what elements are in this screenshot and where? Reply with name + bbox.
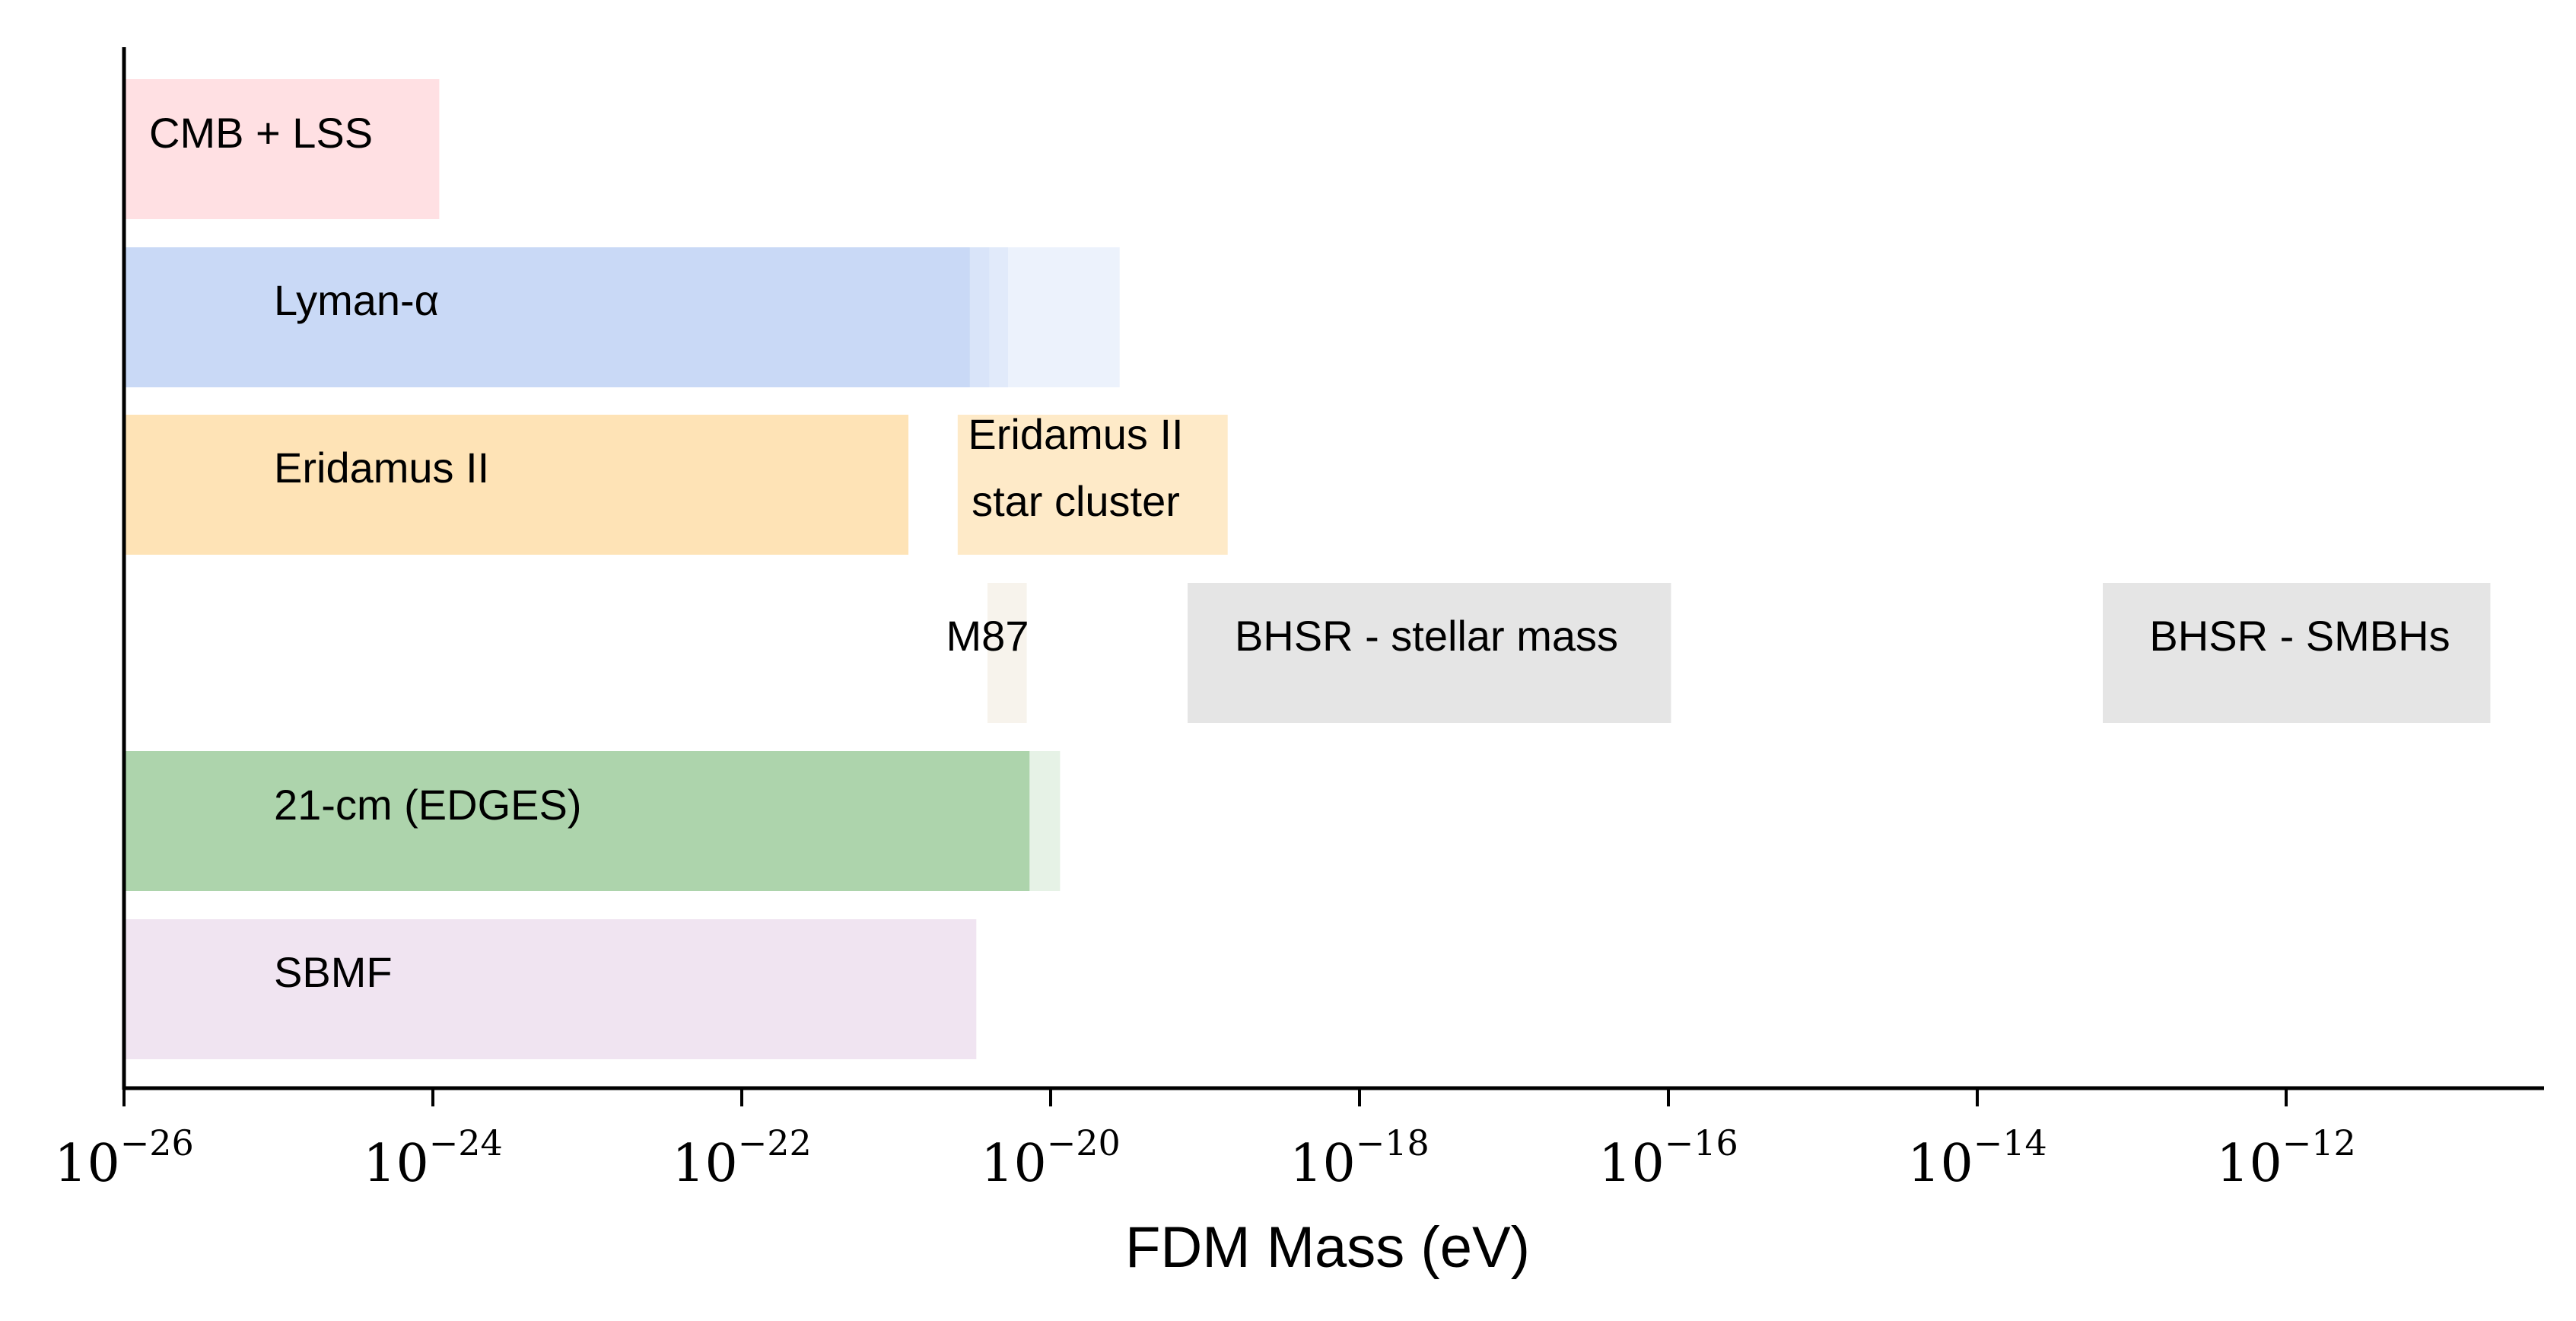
- constraint-bars: [124, 79, 2491, 1059]
- bar-label-sbmf: SBMF: [274, 948, 393, 996]
- bar-label-eridamus-ii: Eridamus II: [274, 444, 489, 492]
- x-axis-ticks: 10−26 10−24 10−22 10−20 10−18 10−16 10−14 10−12: [54, 1088, 2356, 1194]
- x-tick-label-5: 10−18: [1290, 1122, 1430, 1194]
- bar-label-cmb-lss: CMB + LSS: [149, 109, 373, 157]
- bar-bhsr-smbhs-segment-1: [2103, 583, 2491, 723]
- bar-21-cm-edges-segment-1: [124, 751, 1030, 891]
- bar-sbmf-segment-1: [124, 919, 977, 1059]
- x-tick-label-6: 10−16: [1598, 1122, 1738, 1194]
- x-tick-label-1: 10−26: [54, 1122, 194, 1194]
- bar-label-21-cm-edges: 21-cm (EDGES): [274, 781, 582, 829]
- bar-21-cm-edges-segment-2: [1029, 751, 1061, 891]
- bar-label-m87: M87: [946, 612, 1029, 660]
- x-tick-label-4: 10−20: [981, 1122, 1121, 1194]
- bar-lyman-segment-2: [969, 247, 990, 387]
- x-tick-label-7: 10−14: [1907, 1122, 2047, 1194]
- bar-eridamus-ii-star-cluster-segment-1: [957, 415, 1228, 555]
- bar-bhsr-stellar-mass-segment-1: [1188, 583, 1671, 723]
- x-tick-label-2: 10−24: [363, 1122, 503, 1194]
- axes: [122, 47, 2544, 1090]
- x-tick-label-3: 10−22: [672, 1122, 812, 1194]
- bar-label-bhsr-stellar-mass: BHSR - stellar mass: [1235, 612, 1618, 660]
- bar-label-bhsr-smbhs: BHSR - SMBHs: [2149, 612, 2450, 660]
- bar-lyman-segment-4: [1008, 247, 1120, 387]
- bar-m87-segment-1: [987, 583, 1027, 723]
- bar-lyman-segment-1: [124, 247, 970, 387]
- x-axis-title: FDM Mass (eV): [1125, 1215, 1530, 1280]
- constraint-labels: CMB + LSS Lyman-α Eridamus II Eridamus II st…: [149, 109, 2450, 996]
- bar-cmb-lss-segment-1: [124, 79, 440, 219]
- bar-label-lyman: Lyman-α: [274, 276, 439, 324]
- bar-lyman-segment-3: [989, 247, 1008, 387]
- bar-eridamus-ii-segment-1: [124, 415, 909, 555]
- x-tick-label-8: 10−12: [2216, 1122, 2356, 1194]
- bar-label-eridamus-ii-star-cluster: Eridamus II star cluster: [968, 410, 1183, 525]
